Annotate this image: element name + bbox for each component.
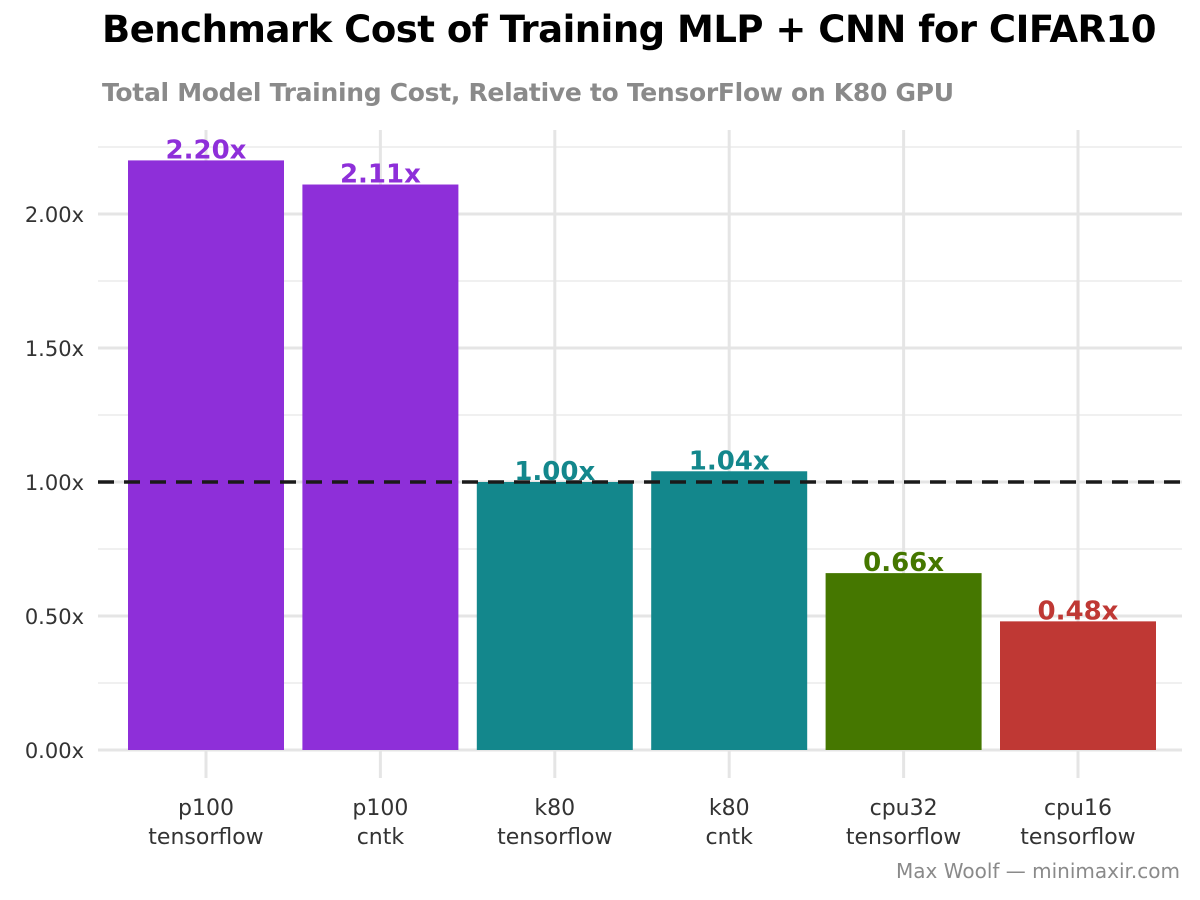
bar-k80-cntk xyxy=(651,471,808,750)
bar-cpu16-tensorflow xyxy=(1000,621,1156,750)
x-tick-label: cpu32 xyxy=(870,796,938,821)
x-tick-label: p100 xyxy=(178,796,234,821)
x-tick-label: tensorflow xyxy=(497,825,612,850)
x-tick-label: tensorflow xyxy=(148,825,263,850)
bar-k80-tensorflow xyxy=(476,482,633,750)
x-tick-label: tensorflow xyxy=(1020,825,1135,850)
x-tick-label: tensorflow xyxy=(846,825,961,850)
y-tick-label: 1.00x xyxy=(25,471,84,495)
x-tick-label: k80 xyxy=(534,796,575,821)
data-label: 1.00x xyxy=(514,457,595,487)
bar-p100-cntk xyxy=(302,184,459,750)
x-tick-label: cpu16 xyxy=(1044,796,1112,821)
y-tick-label: 0.50x xyxy=(25,605,84,629)
chart-title: Benchmark Cost of Training MLP + CNN for… xyxy=(102,8,1157,51)
data-label: 1.04x xyxy=(689,446,770,476)
x-tick-label: cntk xyxy=(705,825,753,850)
chart-subtitle: Total Model Training Cost, Relative to T… xyxy=(102,78,954,107)
y-tick-label: 2.00x xyxy=(25,203,84,227)
data-label: 0.48x xyxy=(1038,596,1119,626)
bar-cpu32-tensorflow xyxy=(825,573,982,750)
data-label: 2.20x xyxy=(166,135,247,165)
data-label: 0.66x xyxy=(863,548,944,578)
chart-caption: Max Woolf — minimaxir.com xyxy=(896,859,1180,883)
x-tick-label: p100 xyxy=(352,796,408,821)
x-tick-label: cntk xyxy=(357,825,405,850)
bar-p100-tensorflow xyxy=(128,160,284,750)
y-tick-label: 0.00x xyxy=(25,739,84,763)
data-label: 2.11x xyxy=(340,160,421,190)
x-tick-label: k80 xyxy=(709,796,750,821)
y-tick-label: 1.50x xyxy=(25,337,84,361)
